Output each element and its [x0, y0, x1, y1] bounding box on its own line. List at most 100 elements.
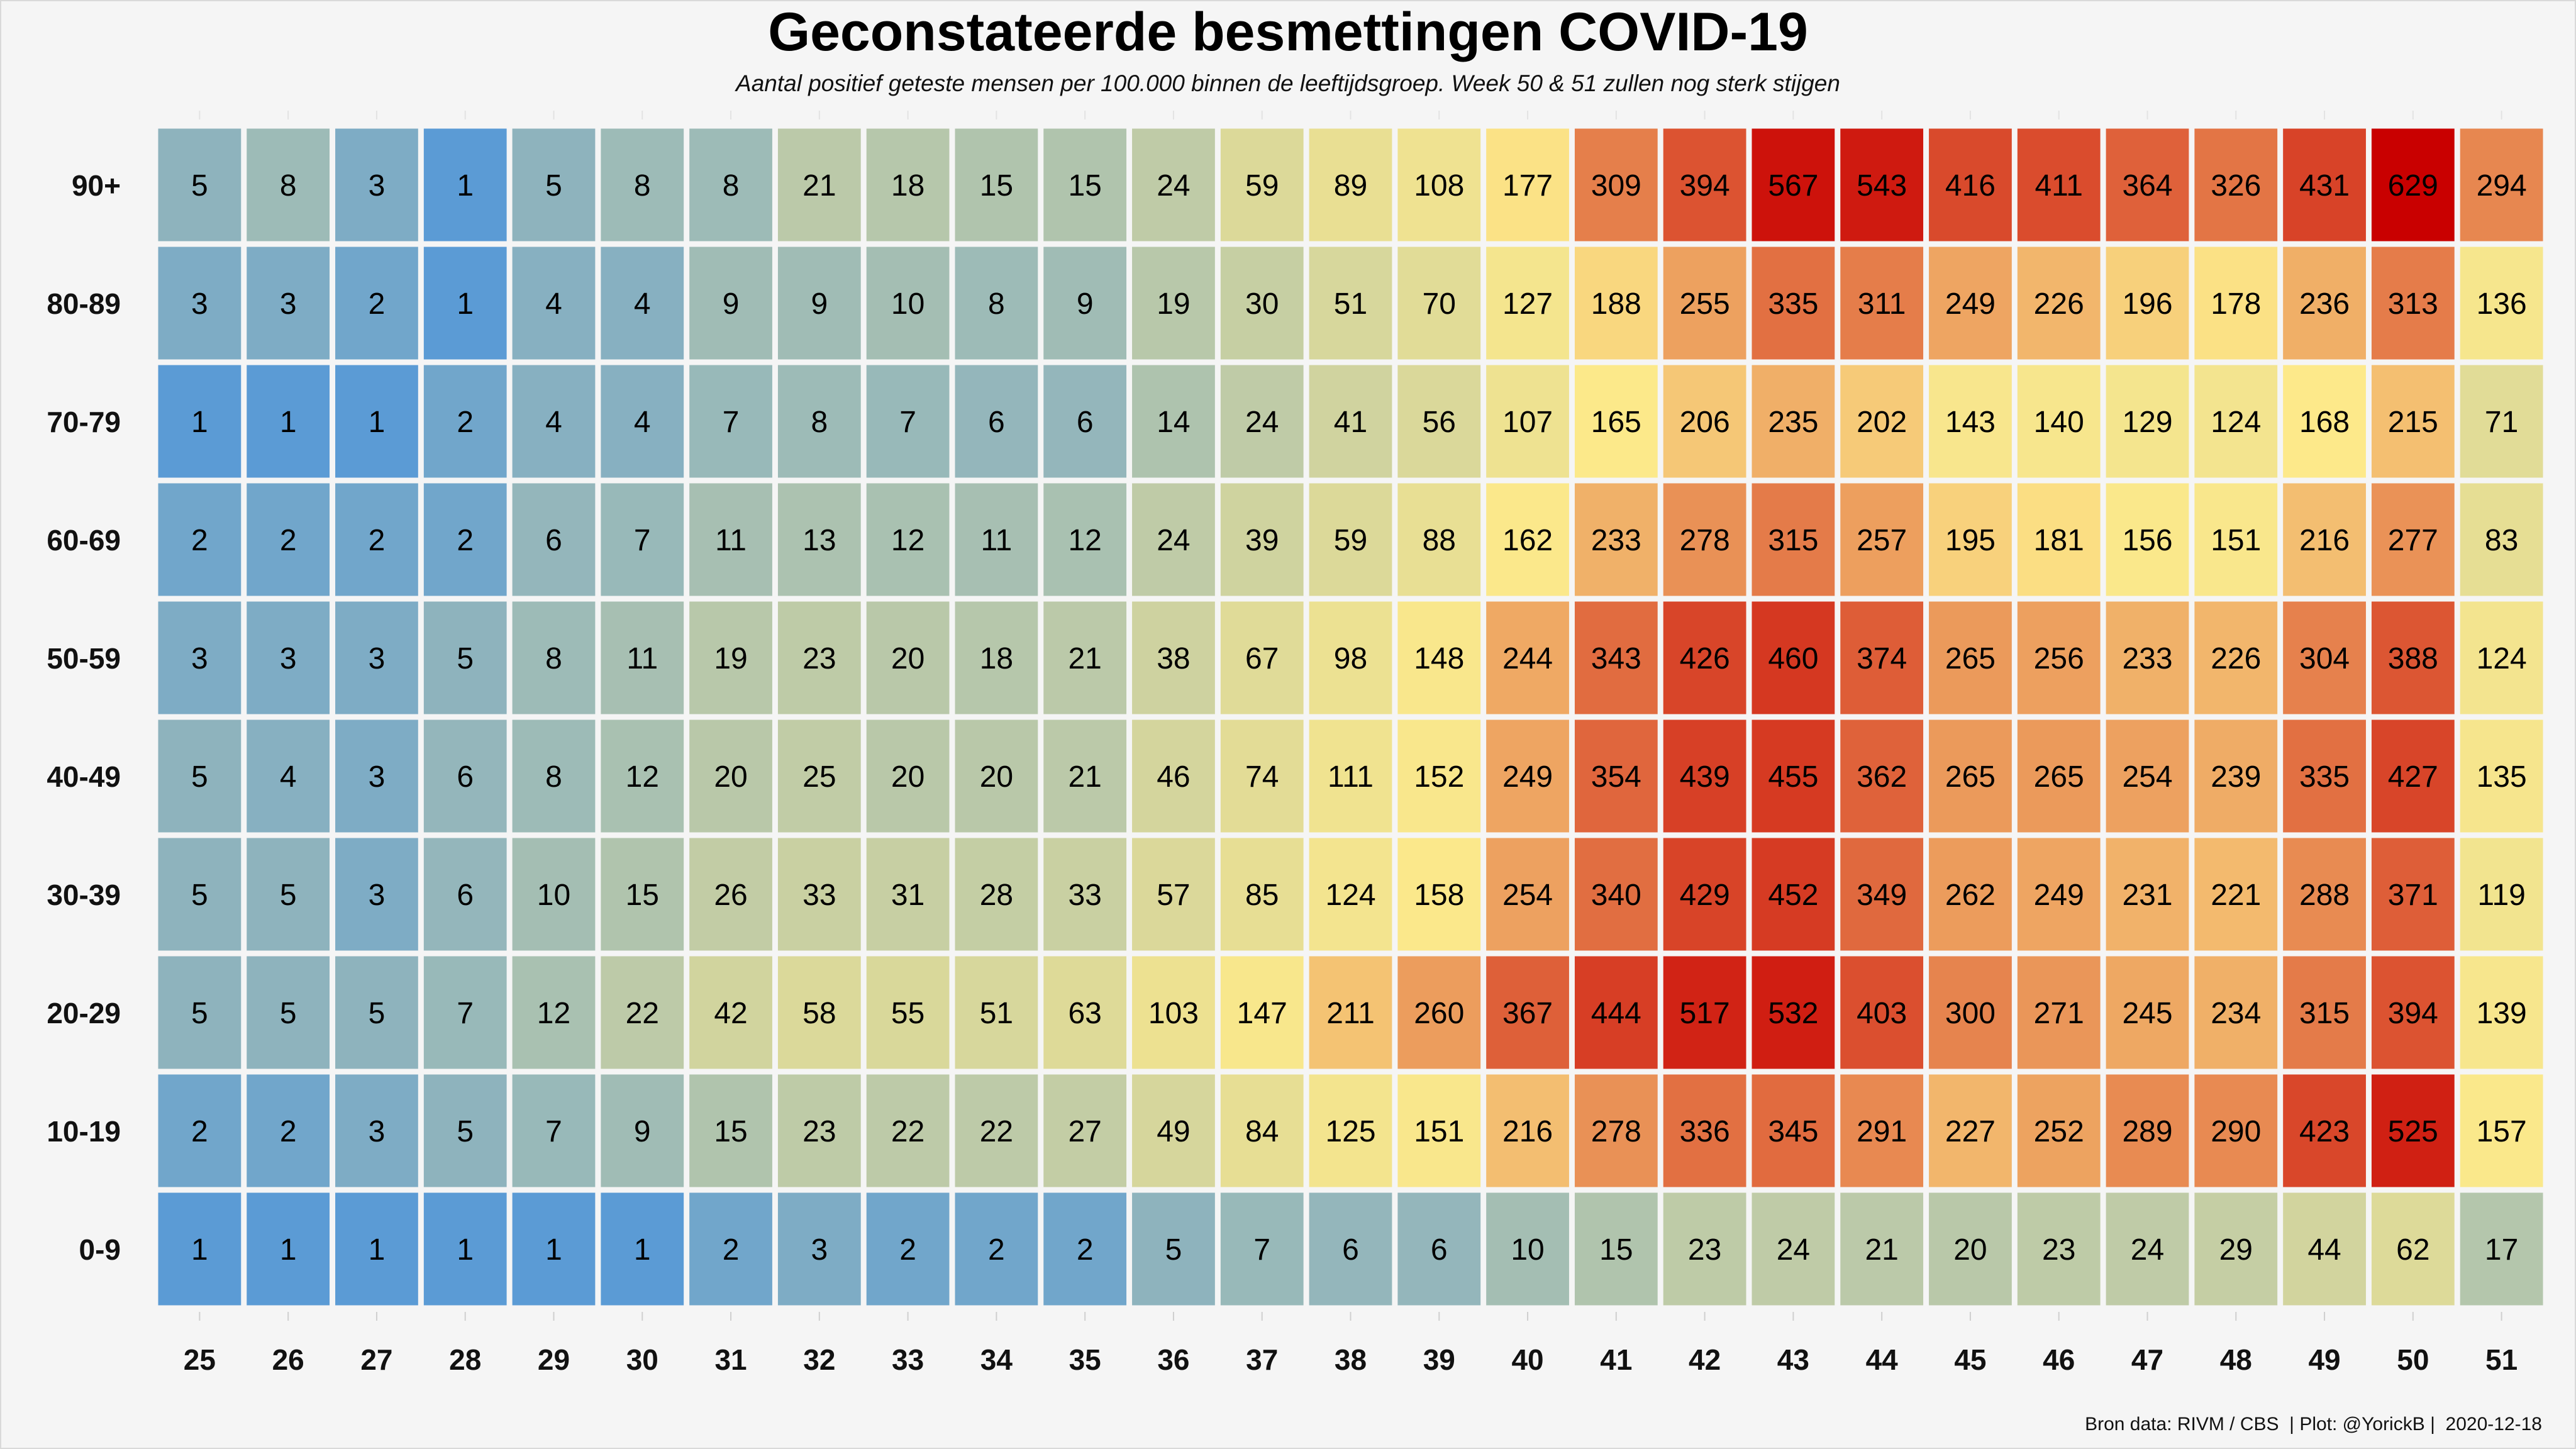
cell-value-label: 26 [714, 879, 747, 912]
heatmap-cell [423, 1074, 507, 1187]
x-tick-label: 29 [538, 1343, 570, 1376]
heatmap-cell [1132, 838, 1215, 951]
cell-value-label: 5 [191, 169, 208, 203]
chart-title: Geconstateerde besmettingen COVID-19 [768, 2, 1808, 62]
heatmap-cell [2283, 838, 2366, 951]
heatmap-cell [2283, 956, 2366, 1069]
cell-value-label: 24 [1157, 169, 1190, 203]
heatmap-cell [1309, 1192, 1392, 1306]
cell-value-label: 28 [980, 879, 1013, 912]
cell-value-label: 265 [2034, 760, 2084, 794]
cell-value-label: 249 [1945, 287, 1996, 321]
cell-value-label: 226 [2211, 642, 2261, 675]
heatmap-cell [689, 1074, 772, 1187]
cell-value-label: 1 [369, 406, 386, 439]
heatmap-cell [1309, 365, 1392, 478]
cell-value-label: 234 [2211, 997, 2261, 1030]
heatmap-cell [2106, 719, 2189, 833]
heatmap-cell [512, 247, 596, 360]
heatmap-cell [1840, 956, 1924, 1069]
heatmap-cell [601, 128, 684, 242]
cell-value-label: 152 [1414, 760, 1464, 794]
heatmap-cell [601, 601, 684, 714]
x-tick-label: 32 [803, 1343, 835, 1376]
heatmap-cell [158, 601, 242, 714]
cell-value-label: 1 [545, 1233, 562, 1267]
heatmap-cell [2460, 601, 2543, 714]
heatmap-cell [2106, 1074, 2189, 1187]
cell-value-label: 221 [2211, 879, 2261, 912]
heatmap-cell [2194, 719, 2278, 833]
heatmap-cell [1309, 838, 1392, 951]
cell-value-label: 129 [2122, 406, 2172, 439]
cell-value-label: 29 [2219, 1233, 2253, 1267]
heatmap-cell [866, 1192, 950, 1306]
cell-value-label: 249 [1502, 760, 1553, 794]
heatmap-cell [1574, 247, 1658, 360]
heatmap-cell [1574, 483, 1658, 596]
cell-value-label: 1 [280, 1233, 297, 1267]
heatmap-cell [2283, 601, 2366, 714]
cell-value-label: 8 [988, 287, 1005, 321]
heatmap-cell [1574, 601, 1658, 714]
cell-value-label: 349 [1857, 879, 1907, 912]
heatmap-cell [335, 128, 418, 242]
heatmap-cell [2283, 365, 2366, 478]
heatmap-cell [601, 483, 684, 596]
heatmap-cell [423, 1192, 507, 1306]
cell-value-label: 278 [1680, 524, 1730, 557]
cell-value-label: 55 [891, 997, 924, 1030]
heatmap-cell [1397, 483, 1481, 596]
x-tick-label: 42 [1689, 1343, 1721, 1376]
x-tick-label: 48 [2220, 1343, 2252, 1376]
cell-value-label: 30 [1245, 287, 1279, 321]
cell-value-label: 4 [545, 406, 562, 439]
cell-value-label: 10 [537, 879, 570, 912]
heatmap-cell [2017, 1192, 2101, 1306]
cell-value-label: 196 [2122, 287, 2172, 321]
x-tick-label: 41 [1600, 1343, 1632, 1376]
heatmap-cell [1752, 483, 1835, 596]
cell-value-label: 4 [545, 287, 562, 321]
heatmap-cell [1929, 719, 2012, 833]
heatmap-cell [689, 601, 772, 714]
cell-value-label: 315 [1768, 524, 1818, 557]
cell-value-label: 59 [1245, 169, 1279, 203]
y-tick-label: 70-79 [47, 406, 121, 438]
cell-value-label: 309 [1591, 169, 1641, 203]
heatmap-cell [1486, 956, 1569, 1069]
cell-value-label: 124 [2211, 406, 2261, 439]
cell-value-label: 2 [457, 524, 474, 557]
heatmap-cell [2106, 483, 2189, 596]
cell-value-label: 629 [2388, 169, 2438, 203]
x-tick-label: 46 [2043, 1343, 2075, 1376]
cell-value-label: 143 [1945, 406, 1996, 439]
heatmap-cell [1220, 1074, 1304, 1187]
heatmap-cell [158, 365, 242, 478]
heatmap-cell [423, 247, 507, 360]
heatmap-cell [2371, 365, 2455, 478]
heatmap-cell [689, 719, 772, 833]
cell-value-label: 265 [1945, 760, 1996, 794]
cell-value-label: 125 [1325, 1115, 1375, 1148]
cell-value-label: 15 [1068, 169, 1101, 203]
cell-value-label: 24 [1245, 406, 1279, 439]
heatmap-cell [955, 1074, 1038, 1187]
cell-value-label: 439 [1680, 760, 1730, 794]
cell-value-label: 3 [369, 1115, 386, 1148]
heatmap-cell [1132, 719, 1215, 833]
cell-value-label: 177 [1502, 169, 1553, 203]
cell-value-label: 543 [1857, 169, 1907, 203]
heatmap-cell [158, 719, 242, 833]
cell-value-label: 2 [191, 1115, 208, 1148]
heatmap-cell [2283, 247, 2366, 360]
cell-value-label: 7 [1253, 1233, 1270, 1267]
heatmap-cell [866, 247, 950, 360]
heatmap-cell [1220, 956, 1304, 1069]
x-tick-label: 50 [2397, 1343, 2429, 1376]
heatmap-cell [1132, 483, 1215, 596]
heatmap-cell [1309, 956, 1392, 1069]
heatmap-cell [2017, 365, 2101, 478]
